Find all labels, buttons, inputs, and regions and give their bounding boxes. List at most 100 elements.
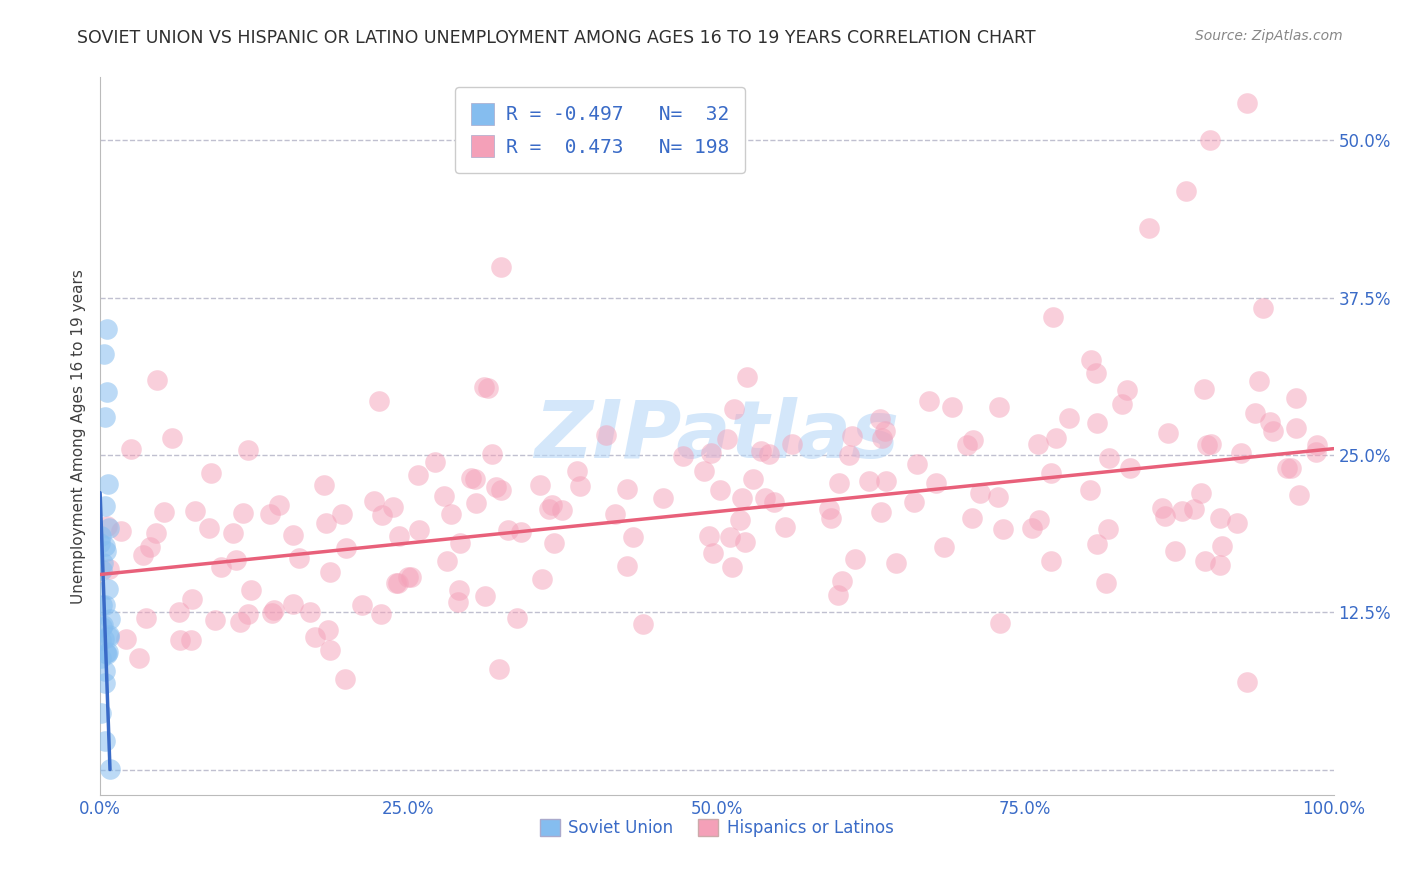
Point xyxy=(631,616,654,631)
Point xyxy=(730,491,752,506)
Point xyxy=(446,595,468,609)
Point xyxy=(350,598,373,612)
Point xyxy=(98,762,121,776)
Point xyxy=(96,519,118,533)
Point xyxy=(335,541,357,556)
Point xyxy=(903,494,925,508)
Point xyxy=(114,632,136,647)
Point xyxy=(167,605,190,619)
Point xyxy=(728,513,751,527)
Point xyxy=(827,476,849,491)
Point xyxy=(94,664,117,678)
Point xyxy=(363,493,385,508)
Point xyxy=(396,569,419,583)
Point xyxy=(603,507,626,521)
Point xyxy=(121,442,143,456)
Point xyxy=(1085,537,1108,551)
Point xyxy=(481,447,503,461)
Point xyxy=(288,551,311,566)
Point xyxy=(464,496,486,510)
Point xyxy=(262,607,284,621)
Point xyxy=(1111,397,1133,411)
Point xyxy=(723,402,745,417)
Point xyxy=(831,574,853,589)
Point xyxy=(474,590,496,604)
Point xyxy=(433,489,456,503)
Point xyxy=(870,505,893,519)
Point xyxy=(440,507,463,521)
Point xyxy=(90,632,112,647)
Point xyxy=(960,511,983,525)
Point xyxy=(181,591,204,606)
Point xyxy=(267,498,290,512)
Point xyxy=(773,520,796,534)
Point xyxy=(304,630,326,644)
Point xyxy=(477,381,499,395)
Point xyxy=(90,706,112,720)
Point xyxy=(551,503,574,517)
Point xyxy=(1285,421,1308,435)
Point xyxy=(616,558,638,573)
Point xyxy=(281,527,304,541)
Point xyxy=(94,733,117,747)
Point xyxy=(488,662,510,676)
Point xyxy=(239,582,262,597)
Point xyxy=(1195,438,1218,452)
Point xyxy=(763,494,786,508)
Point xyxy=(870,431,893,445)
Point xyxy=(1078,483,1101,497)
Point xyxy=(1080,353,1102,368)
Point xyxy=(838,448,860,462)
Point xyxy=(956,438,979,452)
Text: ZIPatlas: ZIPatlas xyxy=(534,397,900,475)
Point xyxy=(314,478,336,492)
Point xyxy=(146,373,169,387)
Point xyxy=(370,607,392,621)
Point xyxy=(472,380,495,394)
Text: SOVIET UNION VS HISPANIC OR LATINO UNEMPLOYMENT AMONG AGES 16 TO 19 YEARS CORREL: SOVIET UNION VS HISPANIC OR LATINO UNEMP… xyxy=(77,29,1036,46)
Point xyxy=(131,549,153,563)
Point xyxy=(1028,437,1050,451)
Point xyxy=(734,534,756,549)
Point xyxy=(449,536,471,550)
Point xyxy=(315,516,337,530)
Point xyxy=(98,612,121,626)
Point xyxy=(94,410,117,425)
Point xyxy=(200,466,222,480)
Point xyxy=(485,480,508,494)
Point xyxy=(319,566,342,580)
Point xyxy=(616,482,638,496)
Point xyxy=(449,582,471,597)
Point xyxy=(1095,576,1118,591)
Point xyxy=(1042,310,1064,325)
Point xyxy=(98,630,121,644)
Point xyxy=(97,562,120,576)
Point xyxy=(782,437,804,451)
Point xyxy=(98,628,121,642)
Point xyxy=(319,643,342,657)
Point xyxy=(1164,544,1187,558)
Point xyxy=(565,464,588,478)
Point xyxy=(180,632,202,647)
Point xyxy=(93,598,115,612)
Point xyxy=(1236,674,1258,689)
Point xyxy=(1028,513,1050,527)
Point xyxy=(91,618,114,632)
Point xyxy=(541,498,564,512)
Point xyxy=(96,648,118,662)
Point xyxy=(1272,58,1295,72)
Point xyxy=(858,474,880,488)
Point xyxy=(263,603,285,617)
Point xyxy=(96,477,118,491)
Text: Source: ZipAtlas.com: Source: ZipAtlas.com xyxy=(1195,29,1343,43)
Point xyxy=(820,511,842,525)
Point xyxy=(335,672,357,686)
Point xyxy=(1098,450,1121,465)
Point xyxy=(925,475,948,490)
Point xyxy=(869,412,891,426)
Point xyxy=(531,572,554,586)
Point xyxy=(509,525,531,540)
Point xyxy=(145,526,167,541)
Point xyxy=(371,508,394,522)
Point xyxy=(537,502,560,516)
